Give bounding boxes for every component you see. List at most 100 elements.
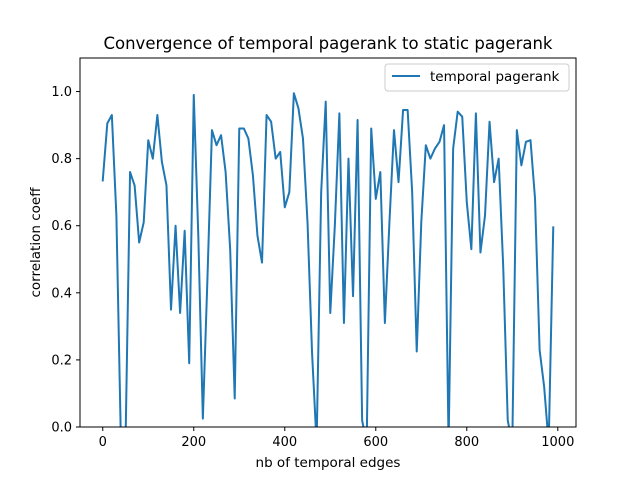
data-point <box>343 322 345 324</box>
data-point <box>375 198 377 200</box>
y-tick-label: 0.8 <box>51 152 72 167</box>
y-tick-label: 0.4 <box>51 286 72 301</box>
chart-title: Convergence of temporal pagerank to stat… <box>103 34 552 53</box>
data-point <box>457 111 459 113</box>
data-point <box>138 242 140 244</box>
data-point <box>398 181 400 183</box>
data-point <box>307 221 309 223</box>
data-point <box>529 139 531 141</box>
data-point <box>443 124 445 126</box>
data-point <box>170 309 172 311</box>
data-point <box>184 230 186 232</box>
data-point <box>370 127 372 129</box>
data-point <box>202 418 204 420</box>
data-point <box>525 141 527 143</box>
data-point <box>466 201 468 203</box>
data-point <box>534 198 536 200</box>
data-point <box>507 419 509 421</box>
data-point <box>493 181 495 183</box>
data-point <box>125 443 127 445</box>
data-point <box>407 109 409 111</box>
data-point <box>275 158 277 160</box>
data-point <box>502 265 504 267</box>
data-point <box>334 225 336 227</box>
data-point <box>448 443 450 445</box>
x-tick-label: 1000 <box>541 435 574 450</box>
data-point <box>256 235 258 237</box>
data-point <box>279 151 281 153</box>
data-point <box>302 138 304 140</box>
data-point <box>220 134 222 136</box>
data-point <box>270 121 272 123</box>
data-point <box>329 312 331 314</box>
data-point <box>338 112 340 114</box>
data-point <box>252 174 254 176</box>
data-point <box>388 221 390 223</box>
data-point <box>106 122 108 124</box>
plot-frame <box>79 57 577 428</box>
y-axis-ticks: 0.0 0.2 0.4 0.6 0.8 1.0 <box>51 85 80 436</box>
data-point <box>297 107 299 109</box>
y-tick-label: 0.6 <box>51 219 72 234</box>
data-point <box>266 114 268 116</box>
data-point <box>484 215 486 217</box>
data-point <box>347 158 349 160</box>
data-point <box>175 225 177 227</box>
y-tick-label: 0.0 <box>51 421 72 436</box>
data-point <box>402 109 404 111</box>
data-point <box>120 443 122 445</box>
data-point <box>461 116 463 118</box>
data-point <box>420 221 422 223</box>
data-point <box>156 114 158 116</box>
x-tick-label: 400 <box>272 435 297 450</box>
data-point <box>393 129 395 131</box>
data-point <box>470 248 472 250</box>
data-point <box>311 352 313 354</box>
data-point <box>479 252 481 254</box>
data-point <box>425 144 427 146</box>
data-point <box>179 312 181 314</box>
data-point <box>234 397 236 399</box>
data-point <box>416 351 418 353</box>
data-point <box>384 322 386 324</box>
series-line-temporal-pagerank <box>101 92 555 427</box>
y-tick-label: 1.0 <box>51 85 72 100</box>
data-point <box>247 138 249 140</box>
data-point <box>152 158 154 160</box>
legend-label: temporal pagerank <box>430 69 560 85</box>
data-point <box>357 119 359 121</box>
y-tick-label: 0.2 <box>51 353 72 368</box>
data-point <box>288 191 290 193</box>
data-point <box>188 362 190 364</box>
data-point <box>379 171 381 173</box>
data-point <box>552 226 554 228</box>
x-axis-label: nb of temporal edges <box>256 455 401 471</box>
y-axis-label: correlation coeff <box>28 187 44 298</box>
data-point <box>293 92 295 94</box>
data-point <box>111 114 113 116</box>
x-tick-label: 600 <box>363 435 388 450</box>
data-point <box>161 161 163 163</box>
data-point <box>361 419 363 421</box>
data-point <box>284 206 286 208</box>
data-point <box>520 164 522 166</box>
data-point <box>543 386 545 388</box>
data-point <box>325 101 327 103</box>
data-point <box>102 179 104 181</box>
data-point <box>147 139 149 141</box>
data-point <box>516 129 518 131</box>
legend-box <box>384 63 570 92</box>
data-point <box>511 443 513 445</box>
data-point <box>438 141 440 143</box>
data-point <box>411 191 413 193</box>
data-point <box>193 94 195 96</box>
data-point <box>243 127 245 129</box>
data-point <box>129 171 131 173</box>
data-point <box>165 184 167 186</box>
x-axis-ticks: 0 200 400 600 800 1000 <box>99 427 574 450</box>
data-point <box>211 129 213 131</box>
data-point <box>197 235 199 237</box>
data-point <box>475 112 477 114</box>
data-point <box>434 148 436 150</box>
